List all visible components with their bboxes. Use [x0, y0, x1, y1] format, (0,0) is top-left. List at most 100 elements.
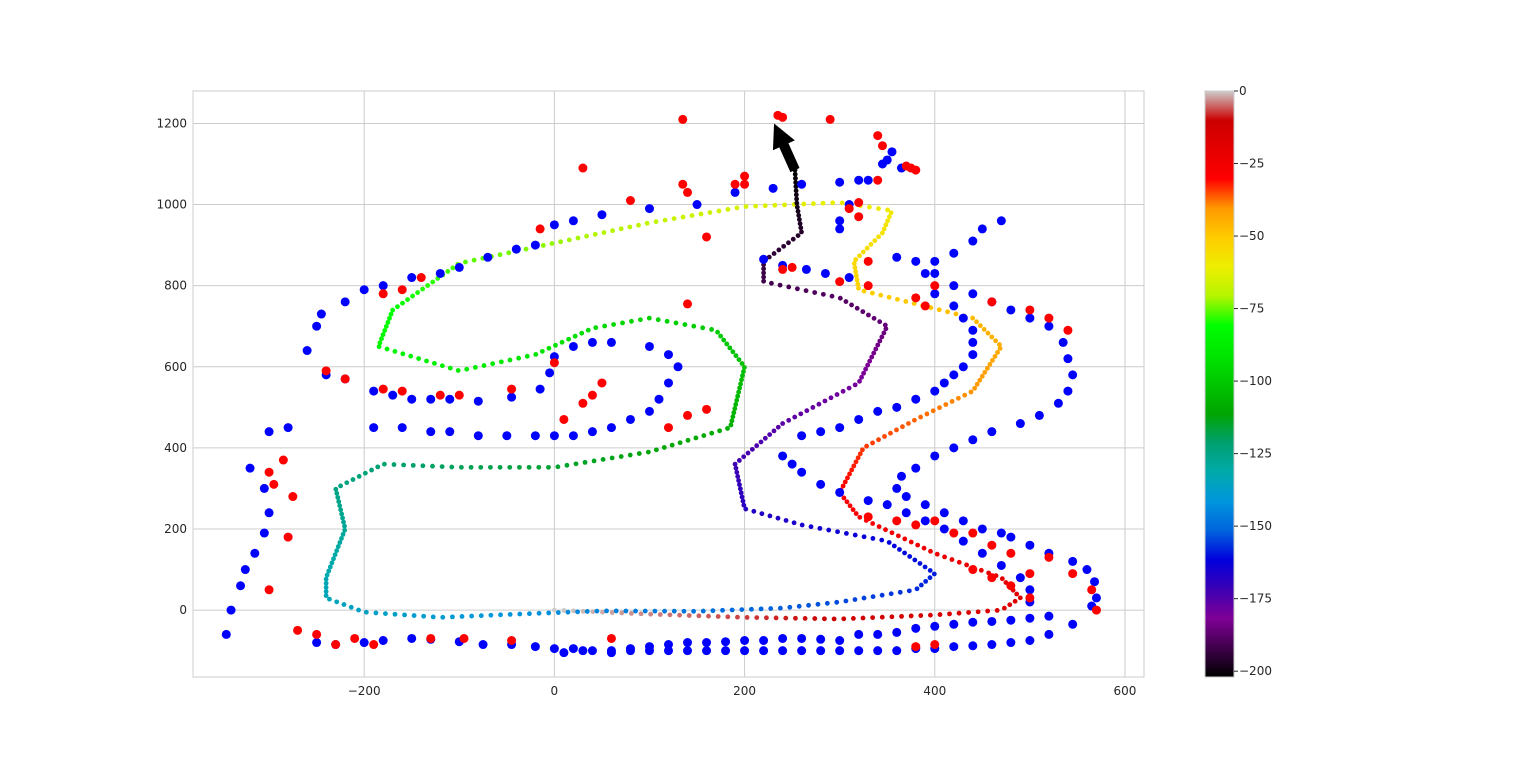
path-point — [795, 233, 801, 239]
red-point — [1063, 325, 1073, 335]
red-point — [397, 386, 407, 396]
path-point — [408, 353, 414, 359]
path-point — [908, 539, 914, 545]
path-point — [424, 358, 429, 364]
path-point — [989, 334, 995, 340]
blue-point — [816, 634, 826, 644]
path-point — [685, 437, 691, 443]
blue-point — [312, 321, 322, 331]
path-point — [323, 589, 329, 594]
path-point — [978, 567, 984, 573]
path-point — [977, 377, 983, 383]
path-point — [734, 397, 740, 403]
path-point — [974, 319, 979, 325]
path-point — [646, 315, 652, 321]
path-point — [739, 377, 744, 383]
path-point — [982, 369, 988, 375]
path-point — [795, 208, 801, 214]
blue-point — [835, 646, 845, 656]
path-point — [725, 207, 731, 212]
path-point — [908, 613, 914, 619]
path-point — [876, 206, 881, 211]
path-point — [736, 458, 742, 463]
path-point — [700, 325, 706, 331]
path-point — [447, 365, 453, 371]
path-point — [373, 610, 379, 616]
red-point — [1025, 305, 1035, 315]
blue-point — [958, 536, 968, 546]
path-point — [724, 341, 730, 347]
path-point — [439, 464, 445, 470]
path-point — [742, 365, 747, 370]
path-point — [751, 508, 757, 514]
red-point — [331, 640, 341, 650]
blue-point — [1091, 593, 1101, 603]
red-point — [606, 633, 616, 643]
blue-point — [511, 244, 521, 254]
path-point — [390, 307, 396, 313]
blue-point — [559, 648, 569, 658]
blue-point — [702, 638, 712, 648]
red-point — [350, 633, 360, 643]
path-point — [449, 464, 455, 470]
red-point — [293, 625, 303, 635]
path-point — [430, 279, 436, 285]
path-point — [376, 344, 382, 350]
path-point — [802, 616, 808, 621]
path-point — [381, 461, 387, 467]
path-point — [395, 304, 400, 310]
blue-point — [958, 516, 968, 526]
path-point — [934, 551, 940, 557]
path-point — [911, 301, 917, 306]
path-point — [341, 519, 346, 525]
path-point — [731, 410, 737, 416]
red-point — [1087, 585, 1097, 595]
path-point — [949, 398, 955, 404]
path-point — [882, 322, 888, 328]
blue-point — [549, 431, 559, 441]
blue-point — [312, 638, 322, 648]
path-point — [777, 282, 783, 288]
red-point — [264, 585, 274, 595]
blue-point — [901, 492, 911, 502]
red-point — [987, 297, 997, 307]
path-point — [323, 585, 329, 590]
blue-point — [887, 147, 897, 157]
blue-point — [664, 378, 673, 388]
path-point — [584, 609, 590, 614]
path-point — [820, 291, 826, 297]
path-point — [619, 610, 625, 616]
red-point — [507, 384, 517, 394]
red-point — [678, 114, 688, 124]
path-point — [380, 332, 386, 338]
path-point — [627, 224, 633, 230]
path-point — [928, 612, 933, 618]
path-point — [335, 544, 341, 549]
path-point — [794, 204, 800, 210]
blue-point — [968, 289, 978, 299]
blue-point — [1025, 585, 1035, 595]
path-point — [918, 582, 924, 588]
blue-point — [587, 337, 597, 347]
path-point — [824, 600, 830, 606]
path-point — [734, 205, 740, 211]
path-point — [342, 523, 347, 529]
path-point — [405, 297, 410, 303]
path-point — [1014, 591, 1020, 597]
path-point — [764, 615, 769, 621]
blue-point — [378, 636, 388, 646]
path-point — [912, 417, 917, 423]
path-point — [895, 296, 900, 302]
path-point — [669, 442, 675, 448]
blue-point — [530, 240, 540, 250]
red-point — [911, 165, 921, 175]
red-point — [825, 114, 835, 124]
path-point — [566, 336, 572, 342]
path-point — [620, 320, 625, 326]
path-point — [384, 346, 390, 352]
path-point — [871, 350, 877, 356]
path-point — [861, 534, 867, 540]
path-point — [686, 613, 692, 618]
blue-point — [863, 496, 873, 506]
path-point — [377, 340, 383, 346]
